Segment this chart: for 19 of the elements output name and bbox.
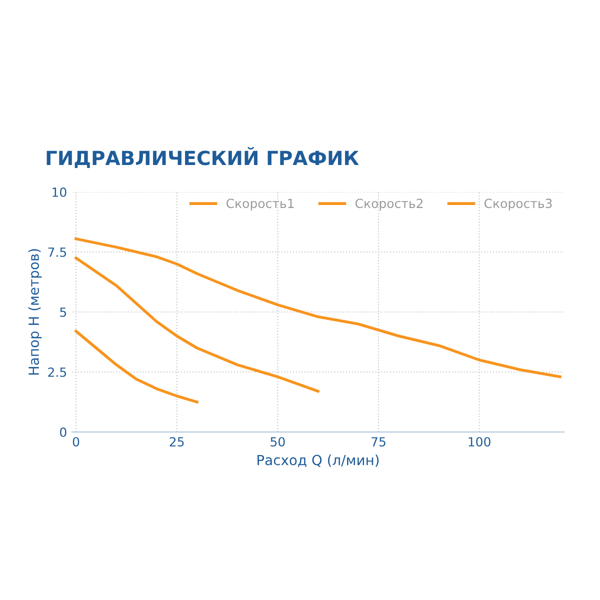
x-tick-label: 25 xyxy=(170,437,184,447)
x-tick-label: 75 xyxy=(372,437,386,447)
x-tick-label: 100 xyxy=(468,437,490,447)
y-tick-label: 0 xyxy=(60,427,66,437)
y-tick-label: 10 xyxy=(52,187,66,197)
x-tick-label: 50 xyxy=(270,437,285,447)
y-tick-label: 2.5 xyxy=(48,367,66,377)
line-series xyxy=(74,256,320,393)
line-series xyxy=(74,330,198,404)
line-series xyxy=(74,237,562,378)
legend-label: Скорость1 xyxy=(226,198,294,211)
chart-title: ГИДРАВЛИЧЕСКИЙ ГРАФИК xyxy=(46,147,359,168)
x-tick-label: 0 xyxy=(72,437,80,447)
y-tick-label: 5 xyxy=(60,308,66,317)
y-axis-title: Напор H (метров) xyxy=(28,249,42,375)
y-tick-label: 7.5 xyxy=(48,248,66,257)
legend-label: Скорость3 xyxy=(484,198,552,211)
legend-label: Скорость2 xyxy=(355,198,423,211)
x-axis-title: Расход Q (л/мин) xyxy=(258,454,379,467)
